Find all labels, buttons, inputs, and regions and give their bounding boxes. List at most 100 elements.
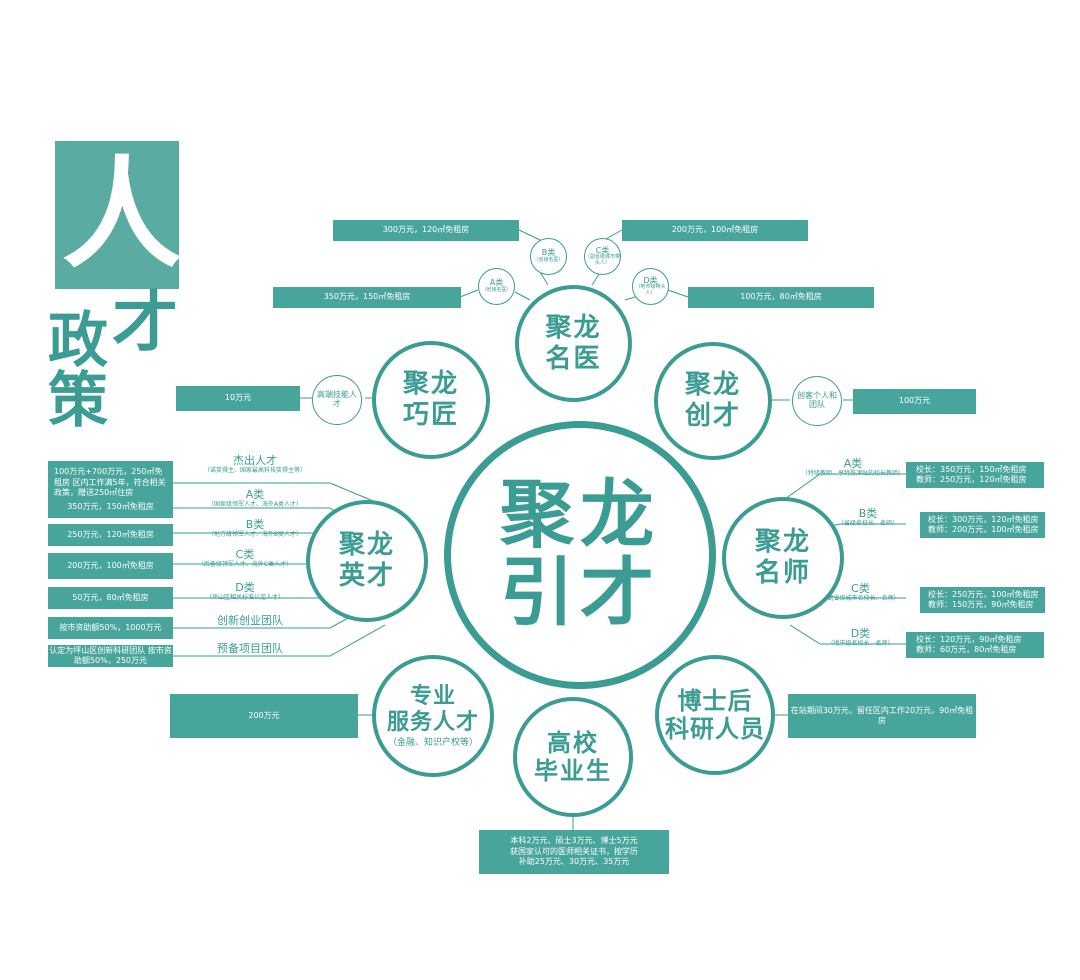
yingcai-row6-value: 按市资助额50%，1000万元 <box>48 617 173 639</box>
yingcai-row5-label: D类 （坪山区相关标准认定人才） <box>180 581 310 602</box>
yingcai-row2-sub: （国家级领军人才、海外A类人才） <box>207 501 303 509</box>
yingcai-row1-label: 杰出人才 （诺奖得主、国家最高科技奖得主等） <box>180 454 330 475</box>
yingcai-line1: 聚龙 <box>338 530 395 561</box>
gaoxiao-value-line3: 补助25万元、30万元、35万元 <box>518 857 630 867</box>
mingyi-a-value: 350万元，150㎡免租房 <box>273 287 461 308</box>
boshihou-value: 在站期间30万元，留任区内工作20万元，90㎡免租房 <box>788 694 976 738</box>
mingyi-cat-c-label: C类 <box>595 245 610 255</box>
mingshi-row3-label: C类 （副省级城市名校长、名师） <box>815 582 906 603</box>
mingshi-row3-title: C类 <box>851 582 870 595</box>
mingshi-row4-sub: （地市级名校长、名师） <box>827 640 894 648</box>
qiaojiang-cat: 高端技能人才 <box>312 375 362 425</box>
mingshi-row1-label: A类 （特级教师、享特殊津贴的校长教师） <box>800 457 906 478</box>
mingshi-row3-v2: 教师：150万元，90㎡免租房 <box>928 600 1034 609</box>
mingyi-line1: 聚龙 <box>545 312 602 343</box>
chuangcai-cat-label: 创客个人和团队 <box>797 391 837 409</box>
chuangcai-circle: 聚龙 创才 <box>654 342 772 460</box>
center-line1: 聚龙 <box>500 472 660 559</box>
mingyi-cat-a: A类 （省级名医） <box>478 268 515 305</box>
title-char-ren: 人 <box>62 144 182 285</box>
yingcai-circle: 聚龙 英才 <box>306 500 428 622</box>
yingcai-row4-label: C类 （后备级领军人才、海外C类人才） <box>180 548 310 569</box>
yingcai-row6-label: 创新创业团队 <box>190 614 310 627</box>
yingcai-row1-title: 杰出人才 <box>233 454 277 467</box>
yingcai-row3-sub: （地方级领军人才、海外B类人才） <box>207 531 303 539</box>
mingshi-row2-label: B类 （省级名校长、名师） <box>830 507 906 528</box>
yingcai-row4-title: C类 <box>235 548 255 561</box>
mingyi-cat-a-label: A类 <box>489 278 504 288</box>
gaoxiao-value: 本科2万元、硕士3万元、博士5万元 获国家认可的医师相关证书，按学历 补助25万… <box>479 830 669 874</box>
yingcai-row5-title: D类 <box>235 581 255 594</box>
title-char-zheng: 政 <box>48 306 108 376</box>
mingyi-cat-b-label: B类 <box>541 248 556 258</box>
title-char-cai: 才 <box>112 284 178 361</box>
zhuanye-line1: 专业 <box>409 683 456 709</box>
zhuanye-sub: （金融、知识产权等） <box>387 738 478 749</box>
chuangcai-line1: 聚龙 <box>684 370 741 401</box>
mingyi-cat-c-sub: （副省级城市带头人） <box>585 254 621 266</box>
mingshi-row2-value: 校长：300万元，120㎡免租房 教师：200万元，100㎡免租房 <box>920 512 1045 538</box>
mingshi-circle: 聚龙 名师 <box>722 497 844 619</box>
mingshi-row4-value: 校长：120万元，90㎡免租房 教师：60万元，80㎡免租房 <box>906 632 1044 658</box>
mingyi-cat-b: B类 （省级名医） <box>530 238 567 275</box>
center-circle: 聚龙 引才 <box>444 421 716 689</box>
mingyi-cat-d: D类 （地市级带头人） <box>632 268 669 305</box>
mingyi-circle: 聚龙 名医 <box>515 285 632 402</box>
yingcai-row1-sub: （诺奖得主、国家最高科技奖得主等） <box>203 467 306 475</box>
qiaojiang-cat-label: 高端技能人才 <box>317 390 357 408</box>
title-char-ce: 策 <box>48 366 108 436</box>
mingyi-cat-a-sub: （省级名医） <box>481 287 512 294</box>
mingshi-line2: 名师 <box>754 558 811 588</box>
title-block <box>55 141 179 289</box>
yingcai-row3-label: B类 （地方级领军人才、海外B类人才） <box>180 518 330 539</box>
mingyi-line2: 名医 <box>545 343 602 374</box>
mingyi-cat-d-label: D类 <box>643 275 658 285</box>
mingshi-row1-sub: （特级教师、享特殊津贴的校长教师） <box>801 470 904 478</box>
yingcai-row7-title: 预备项目团队 <box>217 642 283 655</box>
mingshi-row1-value: 校长：350万元，150㎡免租房 教师：250万元，120㎡免租房 <box>906 462 1044 488</box>
mingshi-row2-title: B类 <box>858 507 878 520</box>
mingshi-row2-v2: 教师：200万元，100㎡免租房 <box>928 525 1039 534</box>
mingyi-cat-c: C类 （副省级城市带头人） <box>584 238 621 275</box>
mingshi-row1-v1: 校长：350万元，150㎡免租房 <box>916 464 1027 474</box>
mingshi-row4-v1: 校长：120万元，90㎡免租房 <box>916 634 1022 644</box>
yingcai-row3-value: 250万元，120㎡免租房 <box>48 524 173 546</box>
mingyi-b-value: 300万元，120㎡免租房 <box>333 220 519 241</box>
mingshi-row3-value: 校长：250万元，100㎡免租房 教师：150万元，90㎡免租房 <box>920 587 1045 613</box>
mingyi-cat-d-sub: （地市级带头人） <box>635 284 666 296</box>
yingcai-row2-label: A类 （国家级领军人才、海外A类人才） <box>180 488 330 509</box>
qiaojiang-value: 10万元 <box>176 386 300 411</box>
gaoxiao-value-line1: 本科2万元、硕士3万元、博士5万元 <box>510 836 638 846</box>
qiaojiang-circle: 聚龙 巧匠 <box>372 341 490 459</box>
mingshi-row3-sub: （副省级城市名校长、名师） <box>821 595 900 603</box>
boshihou-line2: 科研人员 <box>665 715 765 743</box>
boshihou-line1: 博士后 <box>677 686 753 715</box>
yingcai-row5-value: 50万元，80㎡免租房 <box>48 587 173 609</box>
yingcai-row3-title: B类 <box>245 518 265 531</box>
mingyi-c-value: 200万元，100㎡免租房 <box>622 220 808 241</box>
qiaojiang-line1: 聚龙 <box>402 369 459 400</box>
mingyi-cat-b-sub: （省级名医） <box>533 257 564 264</box>
mingshi-row3-v1: 校长：250万元，100㎡免租房 <box>928 589 1039 599</box>
mingshi-line1: 聚龙 <box>754 527 811 558</box>
chuangcai-line2: 创才 <box>684 401 741 431</box>
center-line2: 引才 <box>500 550 660 636</box>
qiaojiang-line2: 巧匠 <box>402 400 459 430</box>
yingcai-row4-sub: （后备级领军人才、海外C类人才） <box>197 561 293 569</box>
mingyi-d-value: 100万元，80㎡免租房 <box>688 287 874 308</box>
yingcai-row2-title: A类 <box>245 488 265 501</box>
mingshi-row1-title: A类 <box>843 457 863 470</box>
mingshi-row2-sub: （省级名校长、名师） <box>837 520 898 528</box>
gaoxiao-value-line2: 获国家认可的医师相关证书，按学历 <box>510 846 638 856</box>
mingshi-row4-label: D类 （地市级名校长、名师） <box>815 627 906 648</box>
gaoxiao-line2: 毕业生 <box>534 757 612 785</box>
yingcai-line2: 英才 <box>338 561 395 591</box>
yingcai-row6-title: 创新创业团队 <box>217 614 283 627</box>
yingcai-row5-sub: （坪山区相关标准认定人才） <box>205 594 284 602</box>
zhuanye-value: 200万元 <box>170 694 358 738</box>
mingshi-row1-v2: 教师：250万元，120㎡免租房 <box>916 475 1027 484</box>
chuangcai-cat: 创客个人和团队 <box>792 376 842 426</box>
zhuanye-line2: 服务人才 <box>386 709 479 735</box>
yingcai-row7-value: 认定为坪山区创新科研团队 按市资助额50%，250万元 <box>48 645 173 667</box>
yingcai-row4-value: 200万元，100㎡免租房 <box>48 553 173 579</box>
